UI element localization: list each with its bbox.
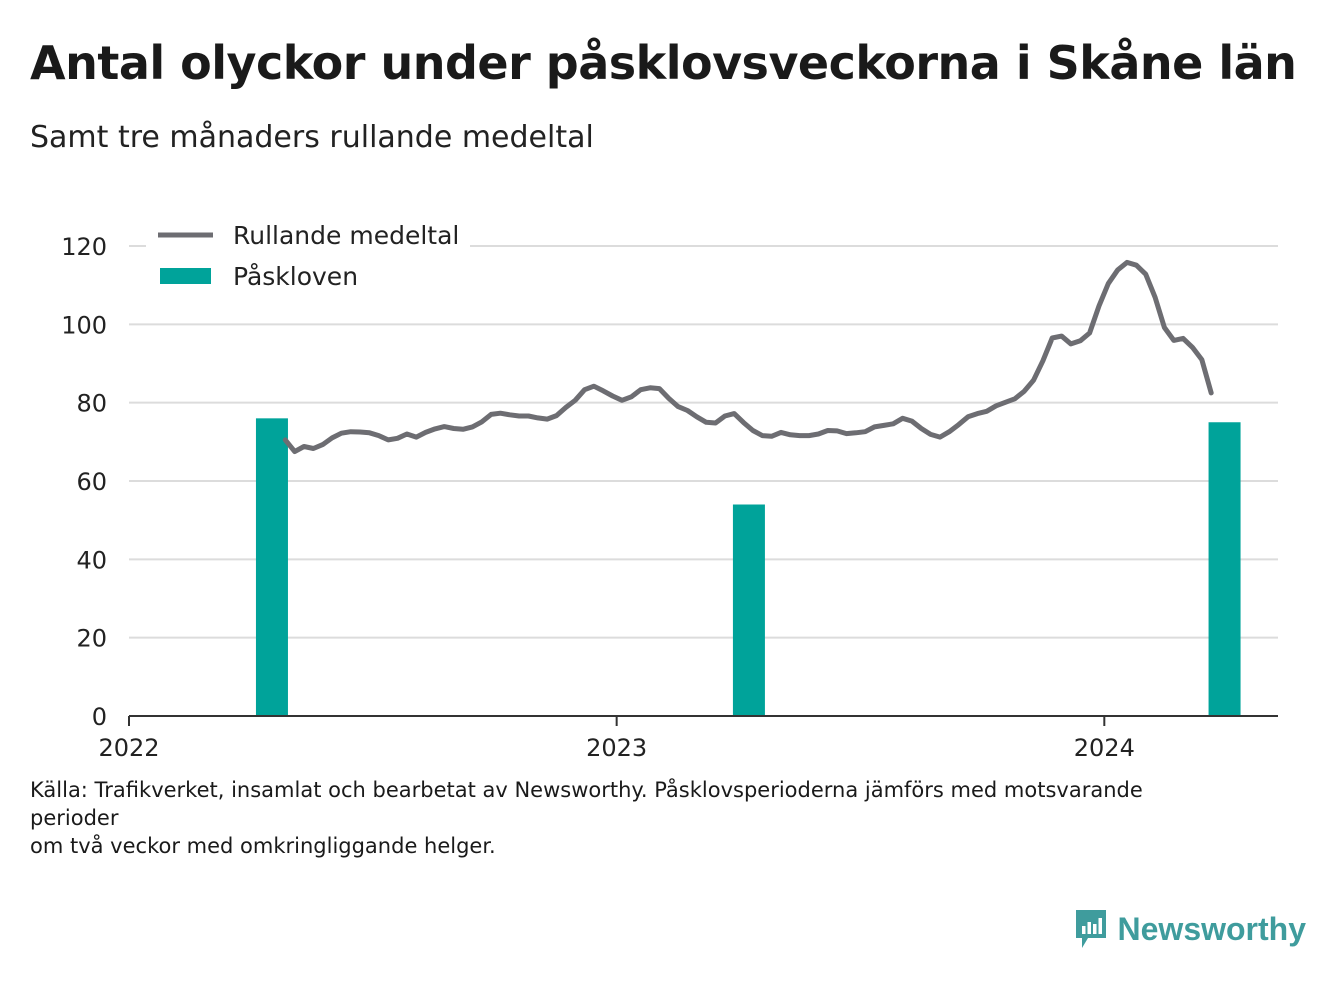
legend-label-line: Rullande medeltal <box>233 221 459 250</box>
y-tick-label: 20 <box>76 625 107 653</box>
legend-label-bar: Påskloven <box>233 262 358 291</box>
legend-bar-swatch <box>160 268 211 284</box>
y-tick-label: 80 <box>76 390 107 418</box>
brand-name: Newsworthy <box>1117 910 1306 947</box>
y-tick-label: 120 <box>61 233 107 261</box>
series-line <box>282 259 1214 455</box>
brand-logo: Newsworthy <box>1074 908 1306 950</box>
y-tick-label: 40 <box>76 546 107 574</box>
chart-title: Antal olyckor under påsklovsveckorna i S… <box>30 36 1297 90</box>
source-line-1: Källa: Trafikverket, insamlat och bearbe… <box>30 778 1143 802</box>
y-tick-label: 60 <box>76 468 107 496</box>
x-tick-label: 2023 <box>586 734 647 762</box>
source-note: Källa: Trafikverket, insamlat och bearbe… <box>30 776 1230 860</box>
x-tick-label: 2022 <box>98 734 159 762</box>
bar <box>1208 422 1241 716</box>
x-tick-label: 2024 <box>1074 734 1135 762</box>
newsworthy-logo-icon <box>1075 910 1106 948</box>
y-tick-label: 0 <box>92 703 107 731</box>
source-line-3: om två veckor med omkringliggande helger… <box>30 834 496 858</box>
bar <box>255 418 288 716</box>
source-line-2: perioder <box>30 806 119 830</box>
y-tick-label: 100 <box>61 311 107 339</box>
chart-subtitle: Samt tre månaders rullande medeltal <box>30 120 594 155</box>
bar <box>732 504 765 716</box>
